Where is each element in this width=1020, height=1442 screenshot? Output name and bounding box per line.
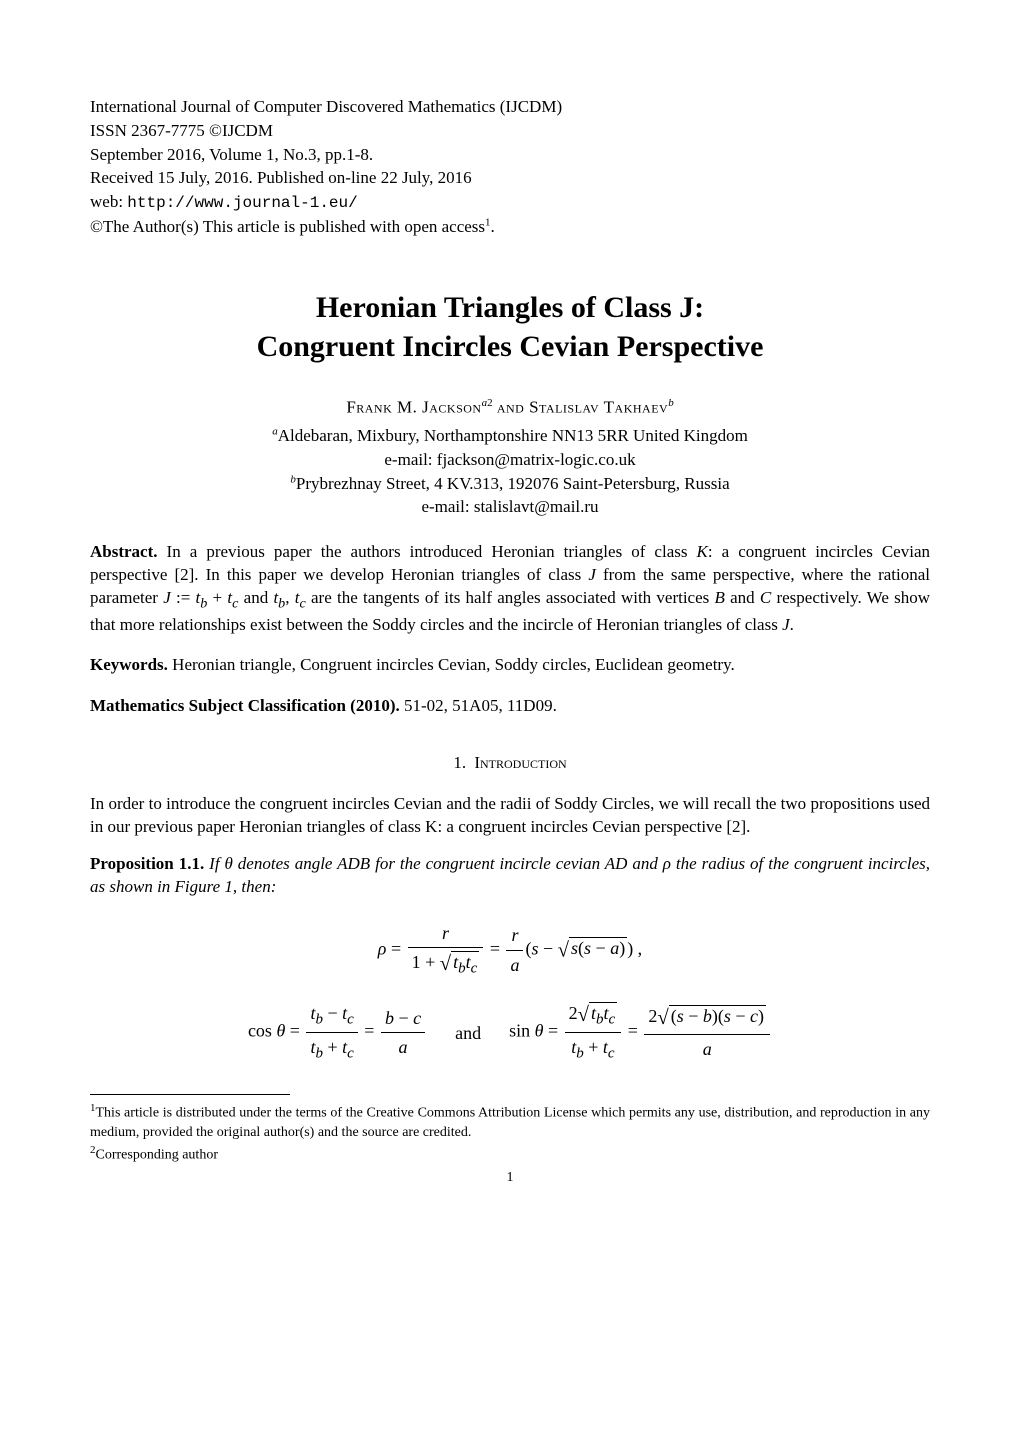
msc: Mathematics Subject Classification (2010… <box>90 695 930 718</box>
title-line-1: Heronian Triangles of Class J: <box>316 291 704 324</box>
affiliation-a: aAldebaran, Mixbury, Northamptonshire NN… <box>90 424 930 448</box>
affiliation-b-email: e-mail: stalislavt@mail.ru <box>90 495 930 519</box>
journal-url[interactable]: http://www.journal-1.eu/ <box>127 194 357 212</box>
equation-sin: sin θ = 2√tbtc tb + tc = 2√(s − b)(s − c… <box>509 1001 772 1064</box>
page-number: 1 <box>90 1169 930 1188</box>
journal-line-5: web: http://www.journal-1.eu/ <box>90 190 930 214</box>
keywords: Keywords. Heronian triangle, Congruent i… <box>90 654 930 677</box>
journal-line-6: ©The Author(s) This article is published… <box>90 215 930 239</box>
footnote-1: 1This article is distributed under the t… <box>90 1101 930 1142</box>
msc-label: Mathematics Subject Classification (2010… <box>90 696 400 715</box>
journal-line-2: ISSN 2367-7775 ©IJCDM <box>90 119 930 143</box>
title-line-2: Congruent Incircles Cevian Perspective <box>257 330 764 363</box>
msc-text: 51-02, 51A05, 11D09. <box>400 696 557 715</box>
paper-title: Heronian Triangles of Class J: Congruent… <box>90 288 930 366</box>
equation-rho: ρ = r 1 + √tbtc = r a (s − √s(s − a)) , <box>90 921 930 979</box>
footnote-rule <box>90 1094 290 1095</box>
proposition-label: Proposition 1.1. <box>90 854 204 873</box>
journal-line-1: International Journal of Computer Discov… <box>90 95 930 119</box>
equation-trig: cos θ = tb − tc tb + tc = b − c a and si… <box>90 1001 930 1064</box>
journal-line-4: Received 15 July, 2016. Published on-lin… <box>90 166 930 190</box>
section-1-heading: 1. Introduction <box>90 752 930 775</box>
affiliations: aAldebaran, Mixbury, Northamptonshire NN… <box>90 424 930 519</box>
proposition-statement: If θ denotes angle ADB for the congruent… <box>90 854 930 896</box>
author-1: Frank M. Jackson <box>346 398 481 417</box>
journal-header: International Journal of Computer Discov… <box>90 95 930 238</box>
footnote-2: 2Corresponding author <box>90 1143 930 1166</box>
proposition-1-1: Proposition 1.1. If θ denotes angle ADB … <box>90 853 930 899</box>
keywords-text: Heronian triangle, Congruent incircles C… <box>168 655 735 674</box>
abstract-label: Abstract. <box>90 542 158 561</box>
affiliation-b: bPrybrezhnay Street, 4 KV.313, 192076 Sa… <box>90 472 930 496</box>
journal-line-3: September 2016, Volume 1, No.3, pp.1-8. <box>90 143 930 167</box>
abstract: Abstract. In a previous paper the author… <box>90 541 930 636</box>
authors-line: Frank M. Jacksona2 and Stalislav Takhaev… <box>90 396 930 420</box>
equation-and: and <box>455 1021 481 1045</box>
affiliation-a-email: e-mail: fjackson@matrix-logic.co.uk <box>90 448 930 472</box>
equation-cos: cos θ = tb − tc tb + tc = b − c a <box>248 1001 427 1064</box>
author-2: Stalislav Takhaev <box>529 398 668 417</box>
intro-paragraph: In order to introduce the congruent inci… <box>90 793 930 839</box>
keywords-label: Keywords. <box>90 655 168 674</box>
